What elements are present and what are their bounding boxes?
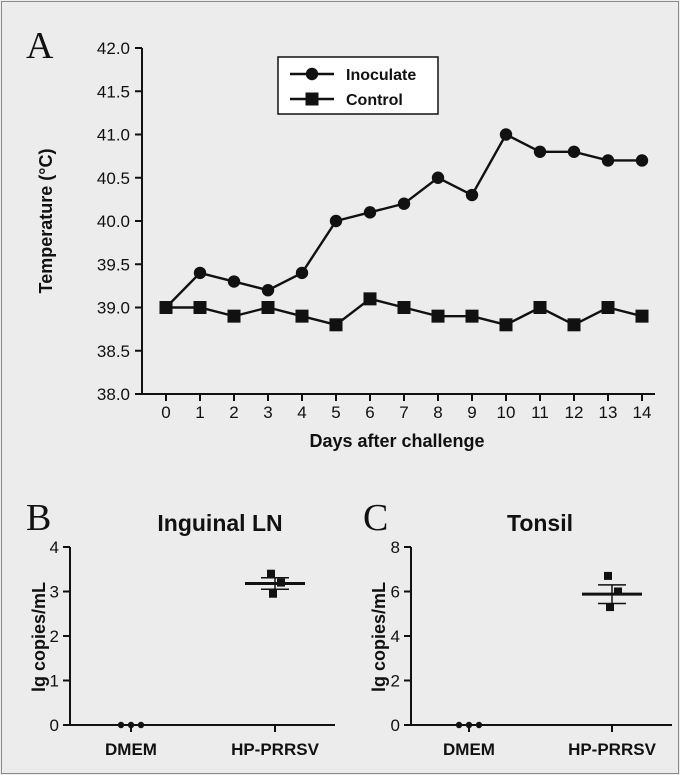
chart-b-inguinal-ln: Inguinal LN lg copies/mL 0 1 2 3 4 DMEM HP-PRR… [29,510,335,759]
chart-b-y-axis-title: lg copies/mL [29,582,49,692]
chart-a-point-inoculate [635,154,649,167]
chart-a-point-control [601,301,615,314]
chart-a-x-tick-label: 9 [467,403,476,422]
chart-a-point-control [193,301,207,314]
chart-a-x-tick-label: 0 [161,403,170,422]
chart-a-x-tick-label: 7 [399,403,408,422]
chart-b-category-label: DMEM [105,740,157,759]
chart-a-point-inoculate [601,154,615,167]
chart-a-y-tick-label: 39.0 [97,299,130,318]
chart-a-point-inoculate [465,188,479,202]
chart-a-x-tick-label: 2 [229,403,238,422]
chart-a-y-tick-label: 40.5 [97,169,130,188]
chart-a-point-inoculate [499,128,513,141]
chart-c-category-label: DMEM [443,740,495,759]
chart-a-y-tick-label: 39.5 [97,255,130,274]
chart-a-x-tick-label: 13 [599,403,618,422]
chart-c-point-dmem [465,721,473,729]
chart-a-y-tick-label: 41.5 [97,82,130,101]
chart-b-point-dmem [127,721,135,729]
chart-b-y-tick-label: 1 [50,672,59,691]
chart-a-x-tick-label: 1 [195,403,204,422]
chart-a-point-control [261,301,275,314]
chart-a-point-control [533,301,547,314]
chart-b-category-label: HP-PRRSV [231,740,320,759]
panel-letter-a: A [26,25,54,67]
chart-b-y-tick-label: 4 [50,538,59,557]
chart-c-title: Tonsil [507,510,573,536]
chart-a-point-control [465,309,479,323]
chart-a-point-inoculate [193,266,207,280]
chart-a-legend-label-control: Control [346,92,403,109]
chart-c-y-tick-label: 8 [391,538,400,557]
chart-a-point-inoculate [431,171,445,184]
chart-a-point-control [567,318,581,332]
chart-a-x-tick-label: 3 [263,403,272,422]
chart-b-y-tick-label: 3 [50,583,59,602]
chart-c-y-tick-label: 0 [391,716,400,735]
chart-a-point-control [295,309,309,323]
chart-a-point-control [635,309,649,323]
chart-c-y-tick-label: 2 [391,672,400,691]
chart-a-x-tick-label: 8 [433,403,442,422]
chart-a-legend-label-inoculate: Inoculate [346,67,416,84]
chart-a-y-tick-label: 38.0 [97,385,130,404]
chart-a-x-tick-label: 6 [365,403,374,422]
chart-a-x-tick-label: 10 [497,403,516,422]
panel-letter-b: B [26,497,51,539]
chart-a-point-control [397,301,411,314]
chart-a-point-inoculate [261,284,275,297]
chart-a-temperature: Temperature (°C) Days after challenge 38… [36,39,655,451]
chart-a-point-control [329,318,343,332]
chart-c-point-dmem [455,721,463,729]
chart-a-point-inoculate [227,275,241,288]
chart-b-point-dmem [117,721,125,729]
chart-a-point-inoculate [533,145,547,158]
chart-a-point-control [159,301,173,314]
chart-a-x-tick-label: 5 [331,403,340,422]
chart-c-y-tick-label: 6 [391,583,400,602]
chart-a-legend-marker-control [305,92,319,106]
chart-a-point-control [431,309,445,323]
chart-b-y-tick-label: 2 [50,627,59,646]
chart-a-point-control [227,309,241,323]
chart-a-x-tick-label: 12 [565,403,584,422]
chart-a-legend-marker-inoculate [305,67,319,81]
chart-a-y-tick-label: 41.0 [97,126,130,145]
chart-a-x-axis-title: Days after challenge [309,431,484,451]
chart-b-point-hp-prrsv [269,589,277,598]
chart-a-point-inoculate [567,145,581,158]
chart-a-point-control [363,292,377,306]
panel-letter-c: C [363,497,388,539]
chart-a-point-inoculate [329,214,343,228]
chart-c-y-tick-label: 4 [391,627,400,646]
chart-a-x-tick-label: 11 [531,403,549,422]
chart-b-title: Inguinal LN [157,510,282,536]
chart-c-tonsil: Tonsil lg copies/mL 0 2 4 6 8 DMEM HP-PRRSV [369,510,672,759]
chart-c-point-dmem [475,721,483,729]
chart-a-y-tick-label: 40.0 [97,212,130,231]
chart-a-y-tick-label: 42.0 [97,39,130,58]
chart-a-y-tick-label: 38.5 [97,342,130,361]
chart-b-point-dmem [137,721,145,729]
chart-a-x-tick-label: 4 [297,403,306,422]
chart-a-point-inoculate [295,266,309,280]
chart-a-legend-box [277,56,439,115]
chart-a-y-axis-title: Temperature (°C) [36,149,56,294]
chart-b-point-hp-prrsv [267,569,275,578]
chart-c-y-axis-title: lg copies/mL [369,582,389,692]
chart-a-point-inoculate [397,197,411,210]
chart-a-point-control [499,318,513,332]
chart-a-legend: Inoculate Control [277,56,439,115]
chart-a-x-tick-label: 14 [633,403,652,422]
chart-b-y-tick-label: 0 [50,716,59,735]
chart-c-point-hp-prrsv [604,571,612,580]
chart-a-point-inoculate [363,206,377,219]
chart-c-point-hp-prrsv [614,587,622,596]
chart-c-category-label: HP-PRRSV [568,740,657,759]
chart-c-point-hp-prrsv [606,603,614,612]
